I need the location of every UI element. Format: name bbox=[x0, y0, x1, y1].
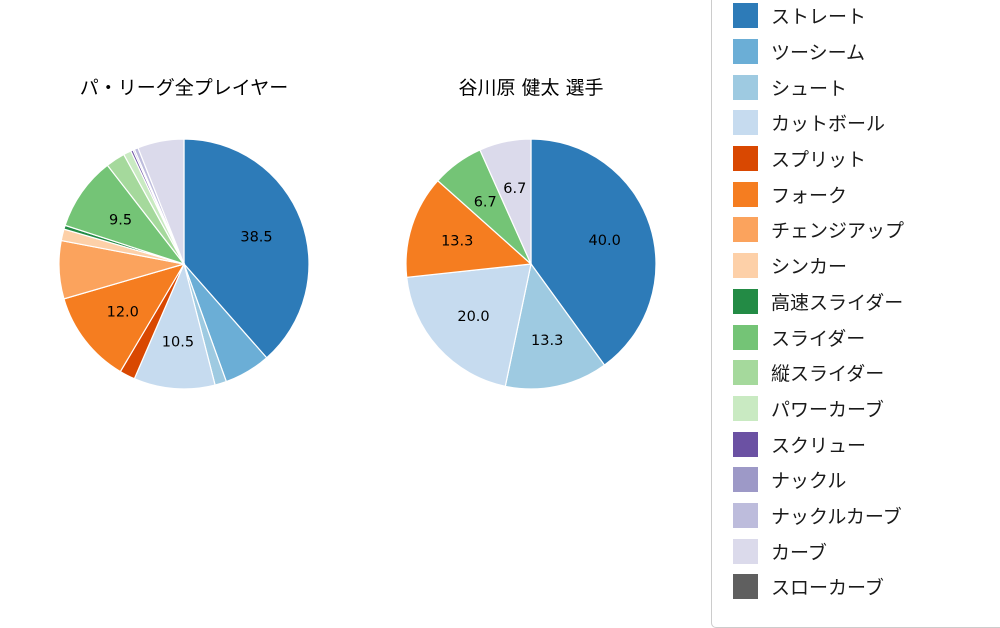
legend-label: ナックル bbox=[771, 470, 847, 493]
legend-color-swatch bbox=[733, 431, 758, 457]
legend-item: 高速スライダー bbox=[733, 284, 1000, 320]
legend-item: ストレート bbox=[733, 0, 1000, 34]
legend-label: シュート bbox=[771, 77, 848, 100]
pie-slice bbox=[64, 164, 186, 266]
legend-label: シンカー bbox=[771, 256, 848, 279]
pie-slice bbox=[137, 138, 185, 265]
pie-slice bbox=[479, 138, 532, 265]
pitch-type-legend: ストレートツーシームシュートカットボール スプリットフォークチェンジアップ シンカー… bbox=[711, 0, 1000, 628]
legend-color-swatch bbox=[733, 538, 758, 564]
legend-color-swatch bbox=[733, 39, 758, 65]
legend-item: スライダー bbox=[733, 319, 1000, 355]
legend-label: スクリュー bbox=[771, 434, 867, 457]
legend-item: ナックル bbox=[733, 462, 1000, 498]
legend-item: フォーク bbox=[733, 176, 1000, 212]
legend-label: パワーカーブ bbox=[771, 398, 884, 421]
pie-slice bbox=[183, 138, 310, 359]
pie-slice-label: 13.3 bbox=[441, 233, 473, 249]
legend-color-swatch bbox=[733, 360, 758, 386]
legend-item: スローカーブ bbox=[733, 569, 1000, 605]
figure-canvas: { "figure": { "background": "#ffffff" },… bbox=[58, 0, 1000, 628]
legend-item: ツーシーム bbox=[733, 34, 1000, 70]
legend-item: スプリット bbox=[733, 141, 1000, 177]
legend-color-swatch bbox=[733, 74, 758, 100]
legend-color-swatch bbox=[733, 146, 758, 172]
pie-slice-label: 10.5 bbox=[162, 334, 194, 350]
pie-slice-label: 6.7 bbox=[474, 194, 497, 210]
legend-label: ナックルカーブ bbox=[771, 505, 902, 528]
legend-item: 縦スライダー bbox=[733, 355, 1000, 391]
legend-item: チェンジアップ bbox=[733, 212, 1000, 248]
legend-color-swatch bbox=[733, 181, 758, 207]
legend-color-swatch bbox=[733, 467, 758, 493]
legend-color-swatch bbox=[733, 253, 758, 279]
legend-label: スライダー bbox=[771, 327, 866, 350]
legend-label: 縦スライダー bbox=[771, 363, 885, 386]
legend-label: ツーシーム bbox=[771, 42, 866, 65]
legend-label: ストレート bbox=[771, 6, 867, 29]
legend-color-swatch bbox=[733, 110, 758, 136]
legend-item: シンカー bbox=[733, 248, 1000, 284]
pie-slice-label: 40.0 bbox=[589, 233, 621, 249]
legend-item: スクリュー bbox=[733, 426, 1000, 462]
legend-color-swatch bbox=[733, 324, 758, 350]
pie-slice bbox=[406, 263, 532, 388]
pie-slice-label: 38.5 bbox=[240, 230, 272, 246]
pie-slice bbox=[504, 262, 606, 390]
pie-chart-player: 40.0 13.3 20.0 13.3 6.7 6.7 bbox=[405, 138, 657, 390]
legend-label: 高速スライダー bbox=[771, 291, 904, 314]
left-chart-title: パ・リーグ全プレイヤー bbox=[79, 77, 289, 99]
legend-color-swatch bbox=[733, 3, 758, 29]
legend-label: スプリット bbox=[771, 149, 867, 172]
legend-color-swatch bbox=[733, 288, 758, 314]
legend-item: パワーカーブ bbox=[733, 391, 1000, 427]
pie-slice-label: 12.0 bbox=[107, 305, 139, 321]
legend-color-swatch bbox=[733, 574, 758, 600]
pie-slice bbox=[405, 179, 533, 278]
pie-slice-label: 6.7 bbox=[503, 181, 526, 197]
legend-label: フォーク bbox=[771, 184, 848, 207]
legend-item: ナックルカーブ bbox=[733, 498, 1000, 534]
legend-label: カーブ bbox=[771, 541, 827, 564]
legend-label: チェンジアップ bbox=[771, 220, 905, 243]
pie-slice bbox=[530, 138, 657, 366]
pie-slice-label: 13.3 bbox=[531, 333, 563, 349]
pie-slice-label: 20.0 bbox=[457, 309, 489, 325]
legend-color-swatch bbox=[733, 217, 758, 243]
legend-item: カーブ bbox=[733, 533, 1000, 569]
legend-item: シュート bbox=[733, 69, 1000, 105]
legend-label: スローカーブ bbox=[771, 577, 884, 600]
pie-slice-label: 9.5 bbox=[109, 212, 132, 228]
legend-color-swatch bbox=[733, 395, 758, 421]
right-chart-title: 谷川原 健太 選手 bbox=[458, 77, 604, 99]
legend-color-swatch bbox=[733, 502, 758, 528]
legend-item: カットボール bbox=[733, 105, 1000, 141]
pie-chart-league-all-players: 38.5 10.5 12.0 9.5 bbox=[58, 138, 310, 390]
pie-slice bbox=[133, 262, 216, 390]
pie-slice bbox=[63, 263, 186, 373]
legend-label: カットボール bbox=[771, 113, 886, 136]
